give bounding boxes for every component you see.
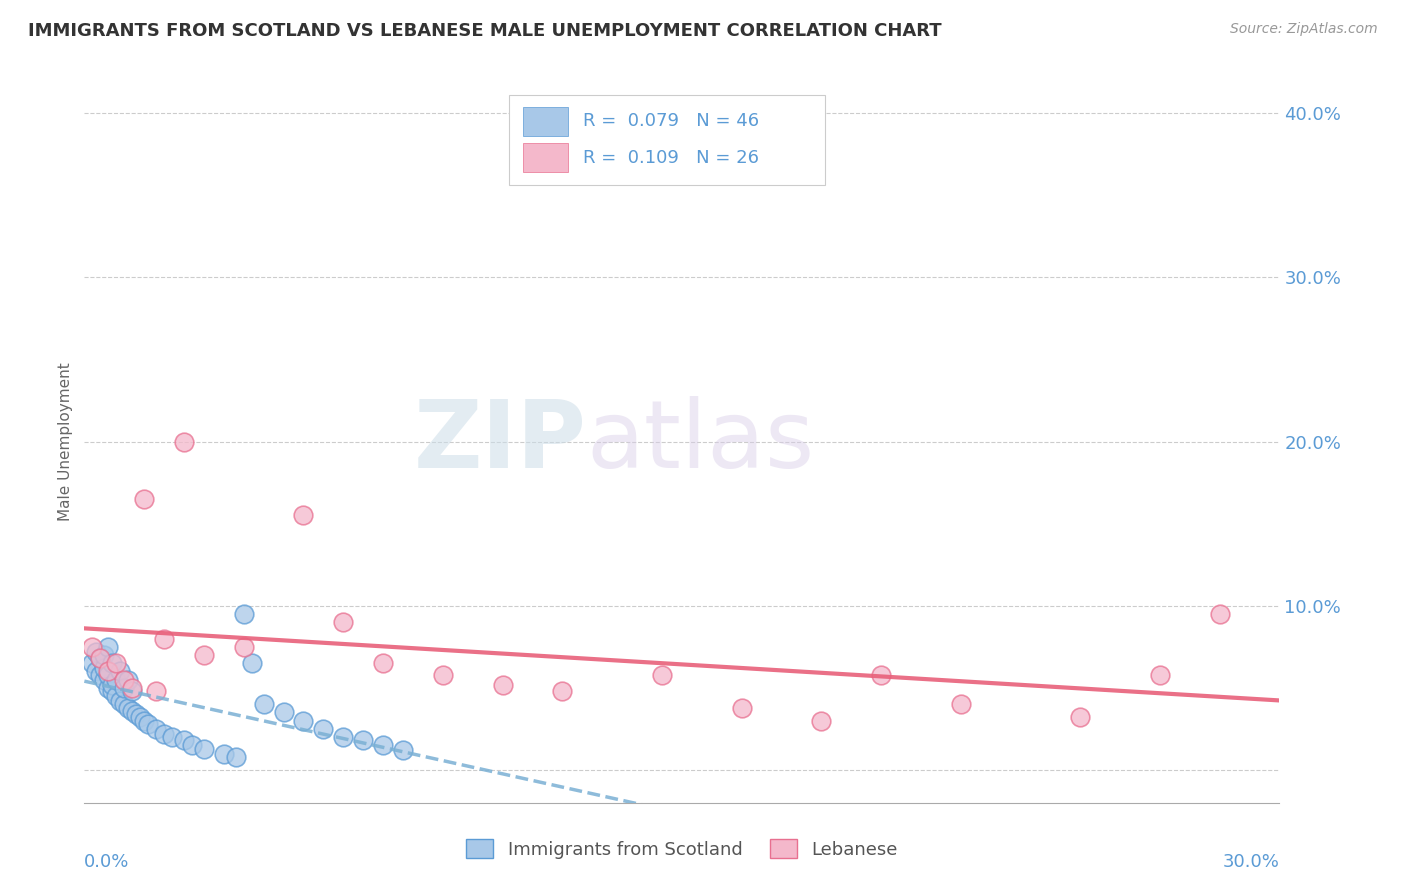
Point — [153, 727, 176, 741]
Point — [373, 739, 395, 753]
Point — [232, 640, 254, 654]
Legend: Immigrants from Scotland, Lebanese: Immigrants from Scotland, Lebanese — [458, 832, 905, 866]
FancyBboxPatch shape — [523, 107, 568, 136]
Point — [105, 673, 128, 687]
Point — [93, 648, 115, 662]
Text: 0.0%: 0.0% — [84, 854, 129, 871]
Point — [240, 657, 263, 671]
Text: R =  0.109   N = 26: R = 0.109 N = 26 — [582, 149, 759, 167]
Point — [97, 667, 120, 681]
Point — [125, 707, 148, 722]
Point — [89, 651, 111, 665]
Point — [101, 684, 124, 698]
Point — [292, 714, 315, 728]
Point — [132, 714, 156, 728]
Text: 30.0%: 30.0% — [1223, 854, 1279, 871]
Point — [731, 700, 754, 714]
Point — [136, 717, 159, 731]
Point — [173, 733, 195, 747]
Point — [110, 665, 132, 679]
Point — [810, 714, 832, 728]
Y-axis label: Male Unemployment: Male Unemployment — [58, 362, 73, 521]
Point — [86, 665, 108, 679]
Point — [312, 722, 335, 736]
Point — [101, 677, 124, 691]
Point — [253, 698, 276, 712]
Point — [117, 673, 139, 687]
Point — [181, 739, 204, 753]
Point — [173, 434, 195, 449]
Point — [870, 667, 893, 681]
Point — [153, 632, 176, 646]
Point — [105, 657, 128, 671]
Point — [292, 508, 315, 523]
Point — [86, 645, 108, 659]
Point — [132, 491, 156, 506]
Point — [145, 722, 167, 736]
Point — [1209, 607, 1232, 621]
Point — [121, 684, 143, 698]
Point — [160, 730, 183, 744]
Text: atlas: atlas — [586, 395, 814, 488]
Point — [949, 698, 972, 712]
Point — [97, 665, 120, 679]
Point — [352, 733, 374, 747]
Point — [1069, 710, 1091, 724]
Point — [89, 667, 111, 681]
Point — [332, 730, 354, 744]
Point — [112, 673, 135, 687]
Point — [651, 667, 673, 681]
Point — [212, 747, 235, 761]
Point — [145, 684, 167, 698]
Point — [93, 673, 115, 687]
Point — [89, 651, 111, 665]
Point — [332, 615, 354, 630]
Point — [110, 694, 132, 708]
Point — [193, 741, 215, 756]
Point — [93, 661, 115, 675]
Text: Source: ZipAtlas.com: Source: ZipAtlas.com — [1230, 22, 1378, 37]
Point — [105, 689, 128, 703]
Point — [273, 706, 295, 720]
Point — [82, 657, 104, 671]
Point — [101, 657, 124, 671]
Text: R =  0.079   N = 46: R = 0.079 N = 46 — [582, 112, 759, 130]
Point — [225, 749, 247, 764]
Point — [112, 681, 135, 695]
FancyBboxPatch shape — [509, 95, 825, 185]
Point — [1149, 667, 1171, 681]
Point — [97, 681, 120, 695]
Point — [551, 684, 574, 698]
Text: ZIP: ZIP — [413, 395, 586, 488]
Point — [392, 743, 415, 757]
Point — [97, 640, 120, 654]
Text: IMMIGRANTS FROM SCOTLAND VS LEBANESE MALE UNEMPLOYMENT CORRELATION CHART: IMMIGRANTS FROM SCOTLAND VS LEBANESE MAL… — [28, 22, 942, 40]
Point — [492, 677, 515, 691]
Point — [117, 700, 139, 714]
FancyBboxPatch shape — [523, 143, 568, 172]
Point — [121, 704, 143, 718]
Point — [373, 657, 395, 671]
Point — [129, 710, 152, 724]
Point — [121, 681, 143, 695]
Point — [232, 607, 254, 621]
Point — [112, 698, 135, 712]
Point — [432, 667, 454, 681]
Point — [193, 648, 215, 662]
Point — [82, 640, 104, 654]
